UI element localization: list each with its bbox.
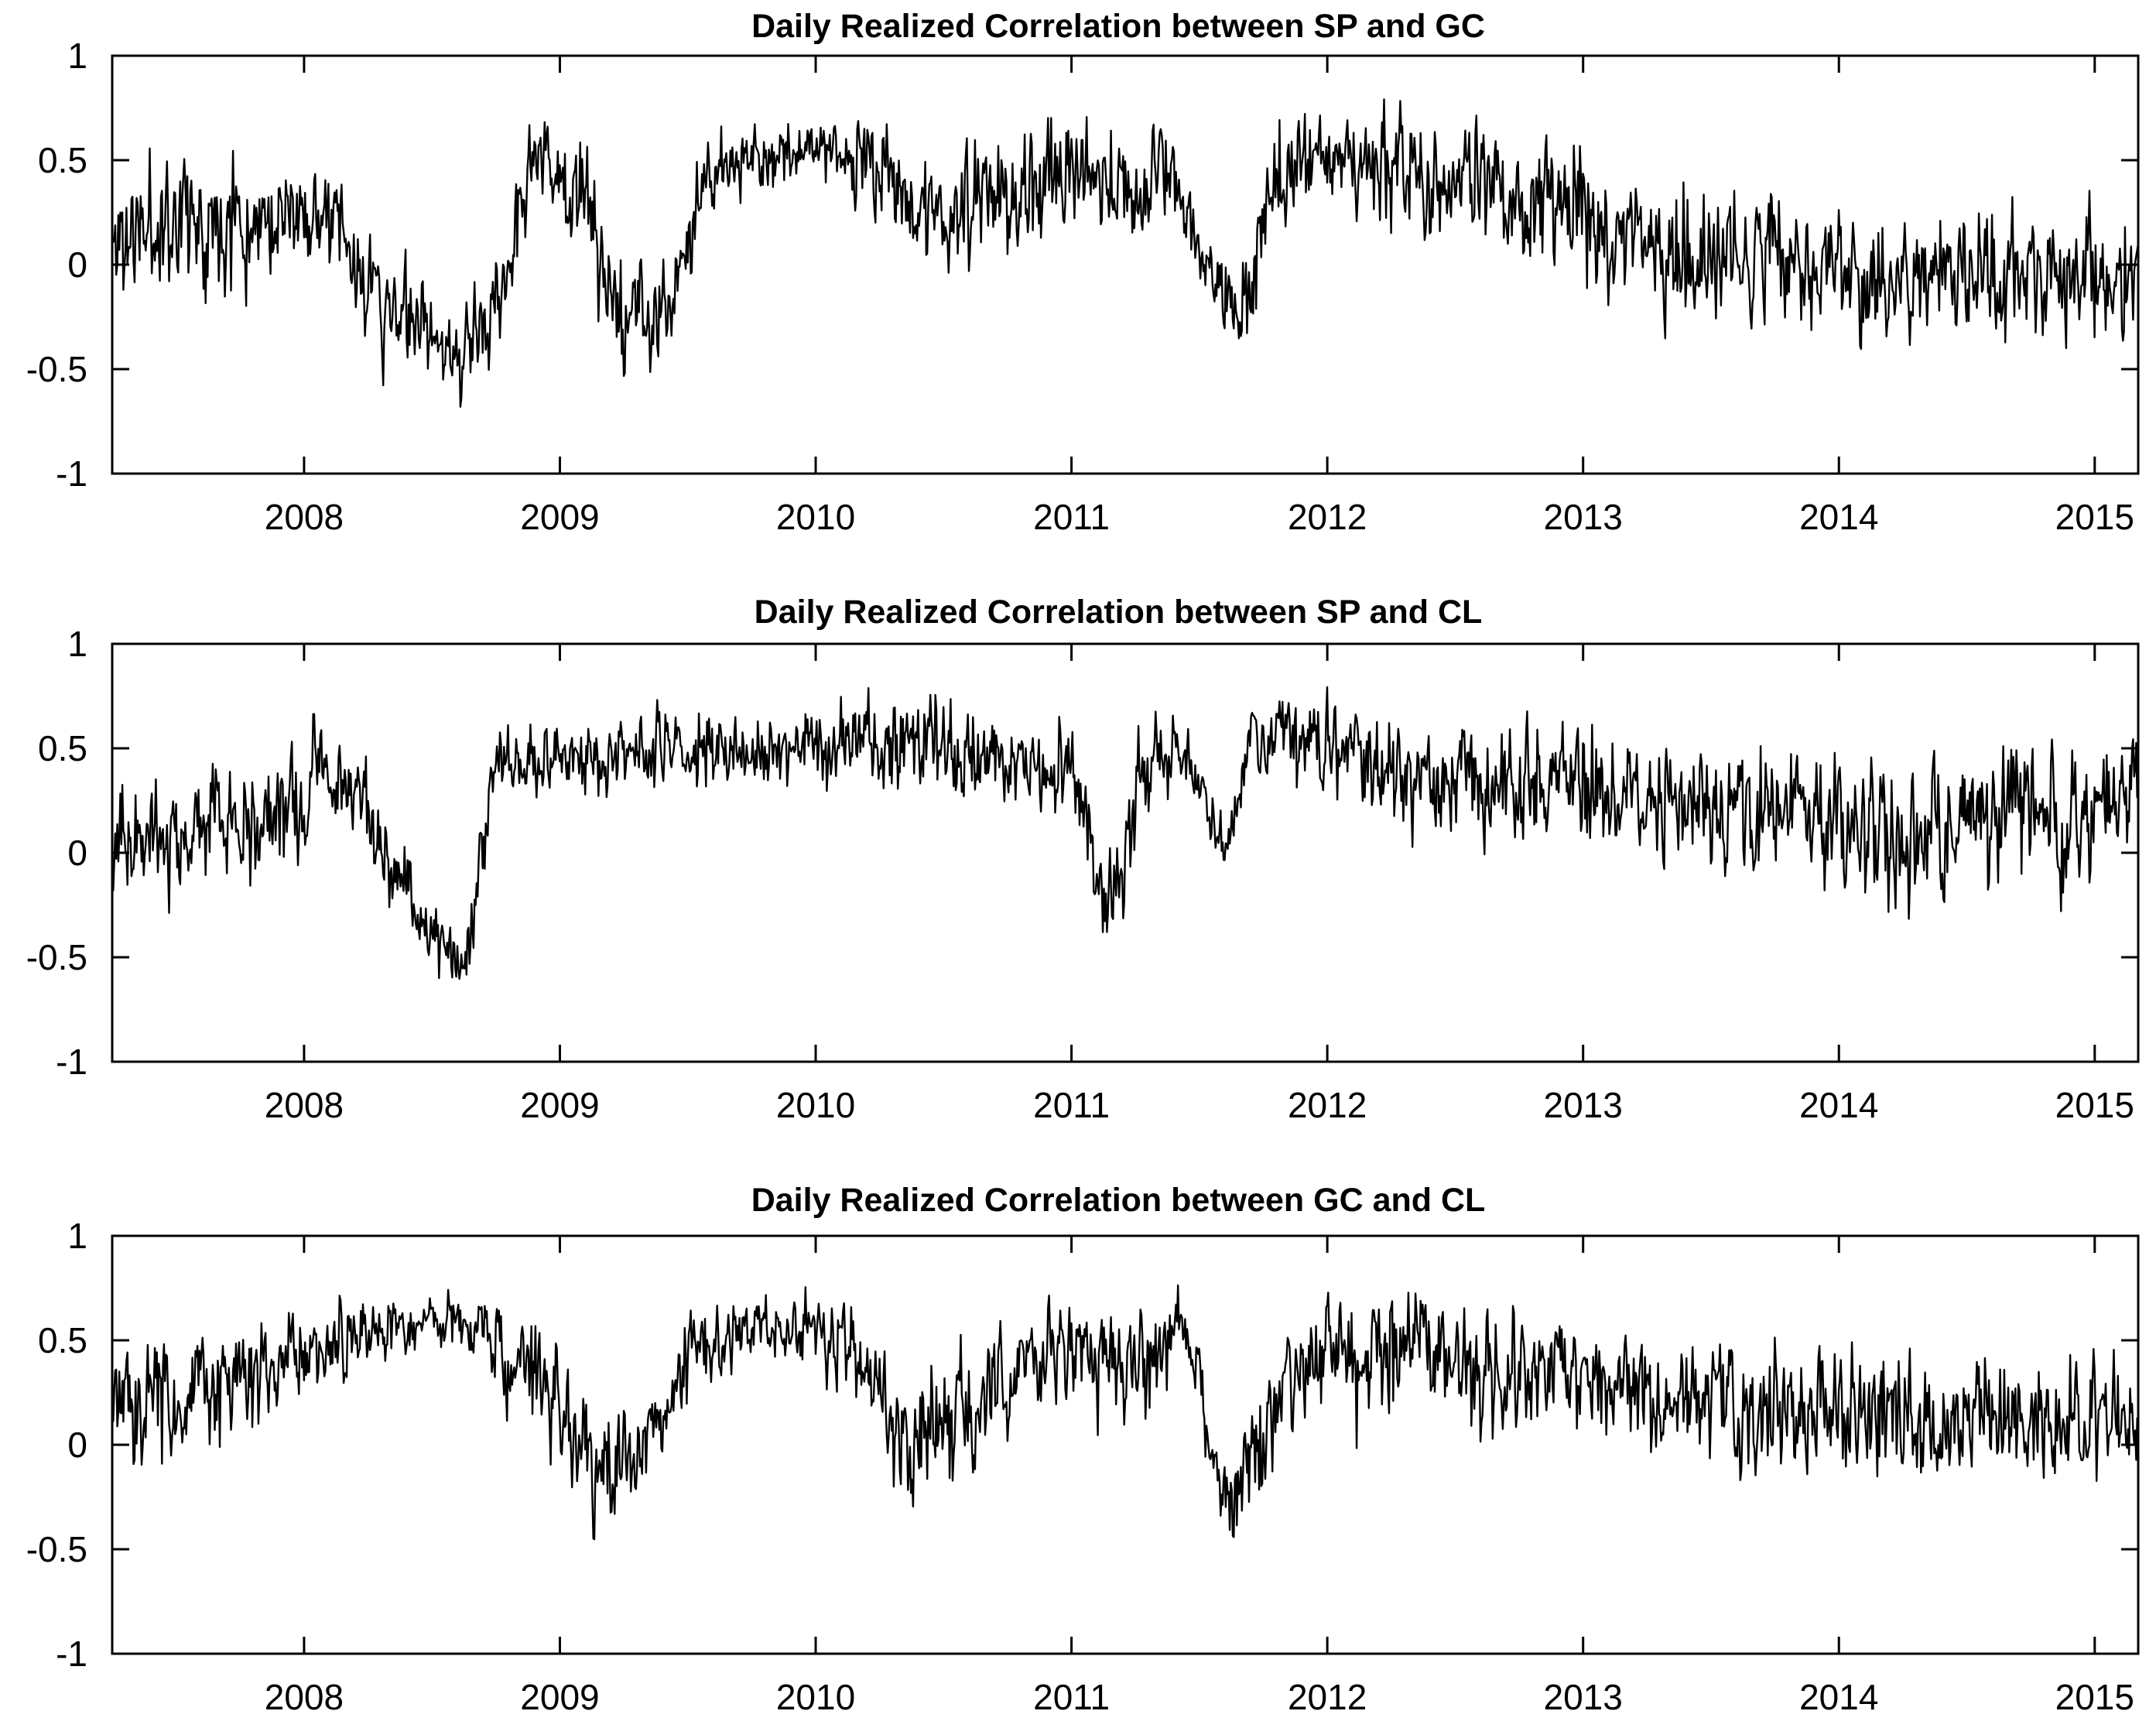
subplot-sp-cl: Daily Realized Correlation between SP an…	[26, 594, 2140, 1125]
x-tick-label: 2012	[1288, 1085, 1367, 1125]
y-tick-label: 0	[67, 833, 87, 873]
y-tick-label: 0.5	[38, 728, 87, 768]
y-tick-label: 1	[67, 624, 87, 664]
y-tick-label: 1	[67, 1216, 87, 1256]
chart-title: Daily Realized Correlation between GC an…	[751, 1182, 1486, 1219]
x-tick-label: 2015	[2055, 497, 2134, 537]
y-tick-label: -0.5	[26, 937, 87, 977]
y-tick-label: -1	[56, 1042, 87, 1082]
y-tick-label: -1	[56, 453, 87, 494]
series-layer	[111, 686, 2140, 980]
x-tick-label: 2010	[776, 497, 855, 537]
x-tick-label: 2013	[1544, 497, 1623, 537]
y-tick-label: -0.5	[26, 1529, 87, 1569]
x-tick-label: 2009	[520, 1677, 599, 1717]
x-tick-label: 2014	[1799, 497, 1878, 537]
x-tick-label: 2011	[1033, 1677, 1110, 1717]
y-tick-label: 0	[67, 1425, 87, 1465]
y-tick-label: 0.5	[38, 140, 87, 180]
series-layer	[111, 98, 2140, 408]
y-tick-label: 0	[67, 245, 87, 285]
x-tick-label: 2013	[1544, 1085, 1623, 1125]
x-tick-label: 2008	[265, 1677, 344, 1717]
ticks-layer: 1 0.5 0 -0.5 -1 2008 2009 2010 2011 2012 2013 2014 2…	[26, 36, 2138, 537]
y-tick-label: -1	[56, 1634, 87, 1674]
y-tick-label: 1	[67, 36, 87, 76]
x-tick-label: 2011	[1033, 1085, 1110, 1125]
series-layer	[111, 1284, 2140, 1541]
y-tick-label: -0.5	[26, 349, 87, 389]
x-tick-label: 2008	[265, 497, 344, 537]
x-tick-label: 2009	[520, 497, 599, 537]
x-tick-label: 2012	[1288, 497, 1367, 537]
x-tick-label: 2010	[776, 1677, 855, 1717]
x-tick-label: 2014	[1799, 1085, 1878, 1125]
ticks-layer: 1 0.5 0 -0.5 -1 2008 2009 2010 2011 2012 2013 2014 2…	[26, 624, 2138, 1125]
x-tick-label: 2011	[1033, 497, 1110, 537]
x-tick-label: 2012	[1288, 1677, 1367, 1717]
x-tick-label: 2015	[2055, 1677, 2134, 1717]
x-tick-label: 2015	[2055, 1085, 2134, 1125]
x-tick-label: 2014	[1799, 1677, 1878, 1717]
x-tick-label: 2013	[1544, 1677, 1623, 1717]
subplot-sp-gc: Daily Realized Correlation between SP an…	[26, 8, 2140, 537]
subplot-gc-cl: Daily Realized Correlation between GC an…	[26, 1182, 2140, 1717]
chart-title: Daily Realized Correlation between SP an…	[755, 594, 1483, 631]
y-tick-label: 0.5	[38, 1320, 87, 1360]
x-tick-label: 2009	[520, 1085, 599, 1125]
chart-title: Daily Realized Correlation between SP an…	[751, 8, 1485, 45]
series-line	[111, 98, 2140, 408]
x-tick-label: 2010	[776, 1085, 855, 1125]
ticks-layer: 1 0.5 0 -0.5 -1 2008 2009 2010 2011 2012 2013 2014 2…	[26, 1216, 2138, 1717]
series-line	[111, 1284, 2140, 1541]
x-tick-label: 2008	[265, 1085, 344, 1125]
series-line	[111, 686, 2140, 980]
